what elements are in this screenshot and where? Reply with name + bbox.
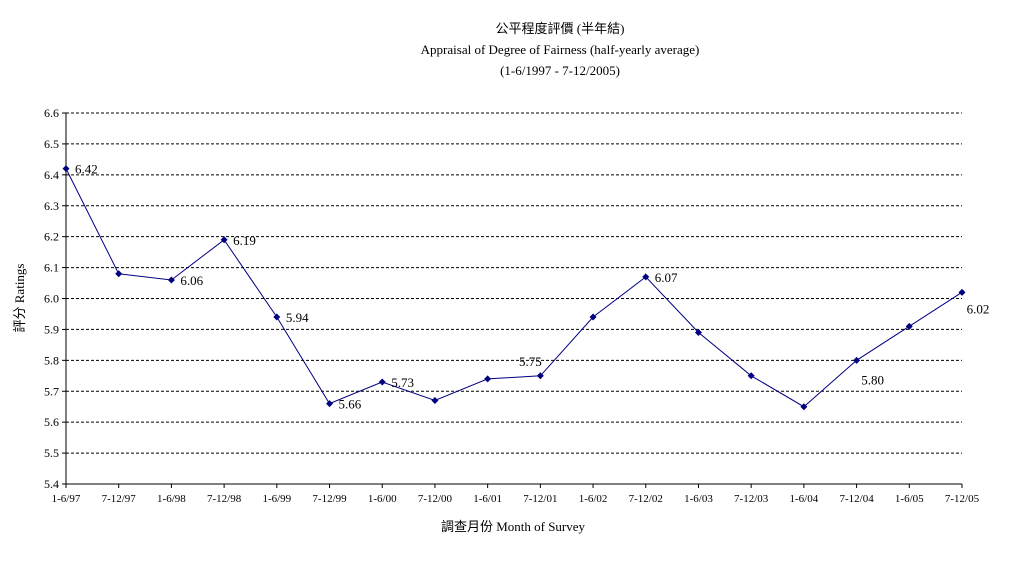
data-point [536,372,544,380]
y-tick-label: 5.4 [44,477,59,491]
data-point [484,375,492,383]
x-tick-label: 7-12/01 [523,493,557,505]
data-point [694,329,702,337]
data-point [273,313,281,321]
data-label: 5.80 [861,372,884,387]
x-tick-label: 7-12/03 [734,493,769,505]
data-label: 5.73 [391,375,414,390]
gridlines [66,112,962,454]
y-tick-label: 5.6 [44,415,59,429]
data-label: 5.75 [519,354,542,369]
data-point [853,356,861,364]
data-label: 6.07 [655,270,678,285]
data-point [905,322,913,330]
y-tick-label: 6.3 [44,199,59,213]
data-point [747,372,755,380]
x-tick-label: 1-6/01 [473,493,502,505]
y-tick-labels: 5.4 5.5 5.6 5.7 5.8 5.9 6.0 6.1 6.2 6.3 6.4 6.5 6.6 [44,106,59,491]
data-point [642,273,650,281]
x-tick-label: 7-12/00 [418,493,453,505]
x-tick-label: 7-12/02 [629,493,663,505]
series-line [65,168,963,408]
x-tick-label: 1-6/05 [895,493,924,505]
data-label: 6.02 [967,301,990,316]
data-point [958,288,966,296]
data-point [326,400,334,408]
data-point [431,397,439,405]
x-tick-label: 7-12/97 [102,493,137,505]
x-tick-labels: 1-6/97 7-12/97 1-6/98 7-12/98 1-6/99 7-12/99 1… [52,493,980,505]
y-tick-label: 6.5 [44,137,59,151]
data-label: 6.06 [180,273,203,288]
x-tick-label: 1-6/97 [52,493,81,505]
y-axis-title: 評分 Ratings [12,264,27,333]
chart-subtitle-range: (1-6/1997 - 7-12/2005) [500,63,620,78]
chart-title: 公平程度評價 (半年結) [495,21,625,36]
x-tick-label: 7-12/04 [839,493,874,505]
y-tick-label: 6.0 [44,292,59,306]
x-tick-label: 1-6/98 [157,493,186,505]
data-point [220,236,228,244]
x-tick-label: 1-6/03 [684,493,713,505]
chart-subtitle: Appraisal of Degree of Fairness (half-ye… [420,42,700,57]
data-label: 6.19 [233,233,256,248]
x-tick-label: 7-12/98 [207,493,242,505]
chart-titles: 公平程度評價 (半年結) Appraisal of Degree of Fair… [0,18,1020,81]
data-point [167,276,175,284]
x-tick-label: 7-12/05 [945,493,980,505]
data-point [115,270,123,278]
y-tick-label: 5.5 [44,446,59,460]
y-tick-label: 5.8 [44,353,59,367]
y-tick-label: 6.6 [44,106,59,120]
y-tick-label: 6.4 [44,168,59,182]
x-tick-label: 1-6/99 [262,493,291,505]
x-tick-label: 1-6/00 [368,493,397,505]
x-tick-label: 1-6/04 [790,493,819,505]
data-label: 5.94 [286,310,309,325]
series-path [65,168,963,408]
data-point [589,313,597,321]
axes [62,112,963,488]
y-tick-label: 5.7 [44,384,59,398]
data-labels: 6.42 6.06 6.19 5.94 5.66 5.73 5.75 6.07 5.80 6.02 [75,162,989,412]
y-tick-label: 6.1 [44,261,59,275]
data-point [378,378,386,386]
x-axis-title: 調查月份 Month of Survey [441,519,586,534]
data-label: 5.66 [339,397,362,412]
data-points [62,165,966,411]
y-tick-label: 5.9 [44,322,59,336]
x-tick-label: 7-12/99 [312,493,347,505]
data-point [800,403,808,411]
data-point [62,165,70,173]
x-tick-label: 1-6/02 [579,493,608,505]
data-label: 6.42 [75,162,98,177]
y-tick-label: 6.2 [44,230,59,244]
